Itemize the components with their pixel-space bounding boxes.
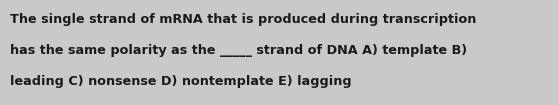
Text: The single strand of mRNA that is produced during transcription: The single strand of mRNA that is produc… [10,13,477,26]
Text: leading C) nonsense D) nontemplate E) lagging: leading C) nonsense D) nontemplate E) la… [10,75,352,88]
Text: has the same polarity as the _____ strand of DNA A) template B): has the same polarity as the _____ stran… [10,44,467,57]
